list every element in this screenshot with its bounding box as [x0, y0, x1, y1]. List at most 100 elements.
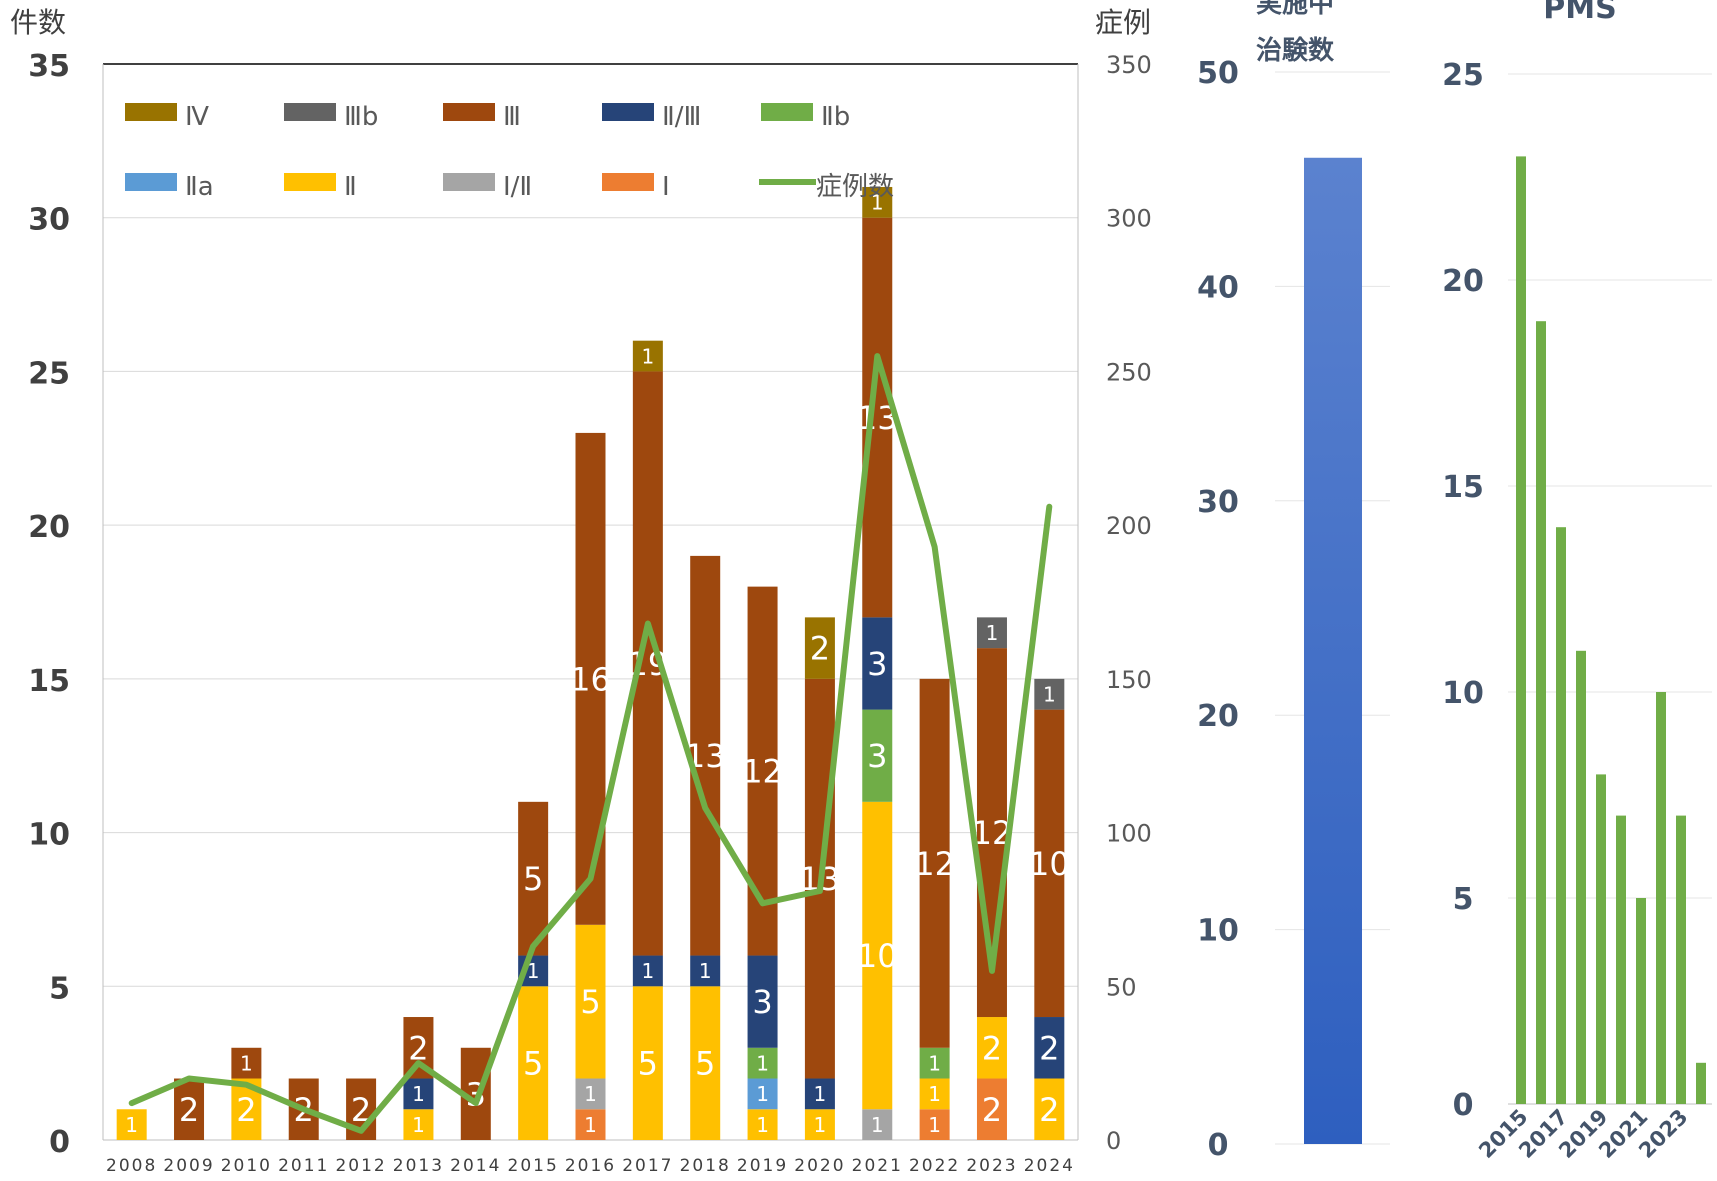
y-tick-label-right: 250 [1106, 358, 1152, 386]
y-tick-label: 10 [1197, 914, 1239, 949]
data-label: 5 [523, 1045, 543, 1083]
bar-segment [747, 586, 778, 956]
y-tick-label: 50 [1197, 56, 1239, 91]
y-tick-label-right: 350 [1106, 51, 1152, 79]
y-tick-label-left: 0 [49, 1125, 70, 1160]
y-tick-label: 0 [1208, 1128, 1229, 1163]
legend-swatch [443, 173, 495, 191]
y-tick-label-left: 35 [28, 49, 70, 84]
bar [1636, 898, 1646, 1104]
x-tick-label: 2017 [622, 1156, 673, 1176]
y-tick-label: 20 [1442, 264, 1484, 299]
bar-segment [632, 986, 663, 1140]
legend-label: Ⅱ/Ⅲ [662, 102, 701, 132]
y-tick-label-right: 150 [1106, 666, 1152, 694]
bar-segment [1034, 1017, 1065, 1079]
legend-label: Ⅱa [185, 172, 214, 202]
x-tick-label: 2021 [852, 1156, 903, 1176]
y-tick-label: 40 [1197, 270, 1239, 305]
data-label: 1 [641, 959, 654, 983]
bar [1304, 157, 1362, 1144]
bar [1536, 321, 1546, 1104]
bar [1576, 650, 1586, 1104]
bar-segment [575, 1109, 606, 1140]
y-tick-label: 15 [1442, 470, 1484, 505]
data-label: 1 [584, 1113, 597, 1137]
bar-segment [403, 1078, 434, 1110]
bar-segment [632, 340, 663, 372]
y-tick-label-left: 15 [28, 664, 70, 699]
bar-segment [518, 986, 549, 1140]
x-tick-label: 2019 [737, 1156, 788, 1176]
x-tick-label: 2022 [909, 1156, 960, 1176]
y-tick-label: 25 [1442, 58, 1484, 93]
legend-swatch [284, 103, 336, 121]
bar-segment [804, 1109, 835, 1140]
legend-swatch [602, 103, 654, 121]
data-label: 16 [570, 660, 611, 698]
data-label: 1 [928, 1051, 941, 1075]
bar-segment [919, 1078, 950, 1110]
bar-segment [804, 617, 835, 679]
data-label: 1 [756, 1051, 769, 1075]
data-label: 2 [351, 1091, 371, 1129]
data-label: 1 [412, 1113, 425, 1137]
data-label: 1 [412, 1082, 425, 1106]
data-label: 1 [871, 1113, 884, 1137]
bar-segment [862, 617, 893, 710]
x-tick-label: 2010 [221, 1156, 272, 1176]
chart-title: PMS [1543, 0, 1616, 26]
bar-segment [976, 1078, 1007, 1140]
legend-label: 症例数 [816, 172, 894, 202]
legend-swatch [125, 173, 177, 191]
bar-segment [862, 1109, 893, 1140]
data-label: 2 [236, 1091, 256, 1129]
x-tick-label: 2009 [163, 1156, 214, 1176]
bar-segment [747, 955, 778, 1048]
bar-segment [747, 1047, 778, 1079]
data-label: 1 [986, 621, 999, 645]
data-label: 3 [752, 983, 772, 1021]
bar [1556, 527, 1566, 1104]
legend-swatch [284, 173, 336, 191]
legend-swatch [443, 103, 495, 121]
x-tick-label: 2013 [393, 1156, 444, 1176]
data-label: 1 [756, 1113, 769, 1137]
data-label: 3 [867, 645, 887, 683]
data-label: 10 [1029, 845, 1070, 883]
data-label: 3 [867, 737, 887, 775]
data-label: 1 [699, 959, 712, 983]
data-label: 1 [584, 1082, 597, 1106]
bar [1516, 156, 1526, 1104]
y-tick-label: 5 [1453, 882, 1474, 917]
data-label: 2 [1039, 1091, 1059, 1129]
bar-segment [862, 801, 893, 1110]
y-tick-label-left: 25 [28, 356, 70, 391]
bar-segment [919, 1047, 950, 1079]
data-label: 5 [580, 983, 600, 1021]
bar-segment [231, 1047, 262, 1079]
y-tick-label-right: 200 [1106, 512, 1152, 540]
y-tick-label: 20 [1197, 699, 1239, 734]
x-tick-label: 2023 [966, 1156, 1017, 1176]
y-tick-label: 0 [1453, 1088, 1474, 1123]
y-tick-label-right: 50 [1106, 973, 1137, 1001]
data-label: 1 [814, 1082, 827, 1106]
y-tick-label-left: 10 [28, 818, 70, 853]
y-tick-label: 30 [1197, 485, 1239, 520]
legend-swatch [761, 103, 813, 121]
bar-segment [690, 986, 721, 1140]
bar-segment [804, 1078, 835, 1110]
y-axis-title-left: 件数 [10, 6, 66, 39]
bar-segment [862, 709, 893, 802]
data-label: 2 [408, 1029, 428, 1067]
legend-label: Ⅳ [185, 102, 209, 132]
bar-segment [919, 678, 950, 1048]
data-label: 12 [914, 845, 955, 883]
x-tick-label: 2008 [106, 1156, 157, 1176]
legend-label: Ⅰ/Ⅱ [503, 172, 532, 202]
y-tick-label-left: 5 [49, 971, 70, 1006]
x-tick-label: 2024 [1024, 1156, 1075, 1176]
bar-segment [1034, 678, 1065, 710]
